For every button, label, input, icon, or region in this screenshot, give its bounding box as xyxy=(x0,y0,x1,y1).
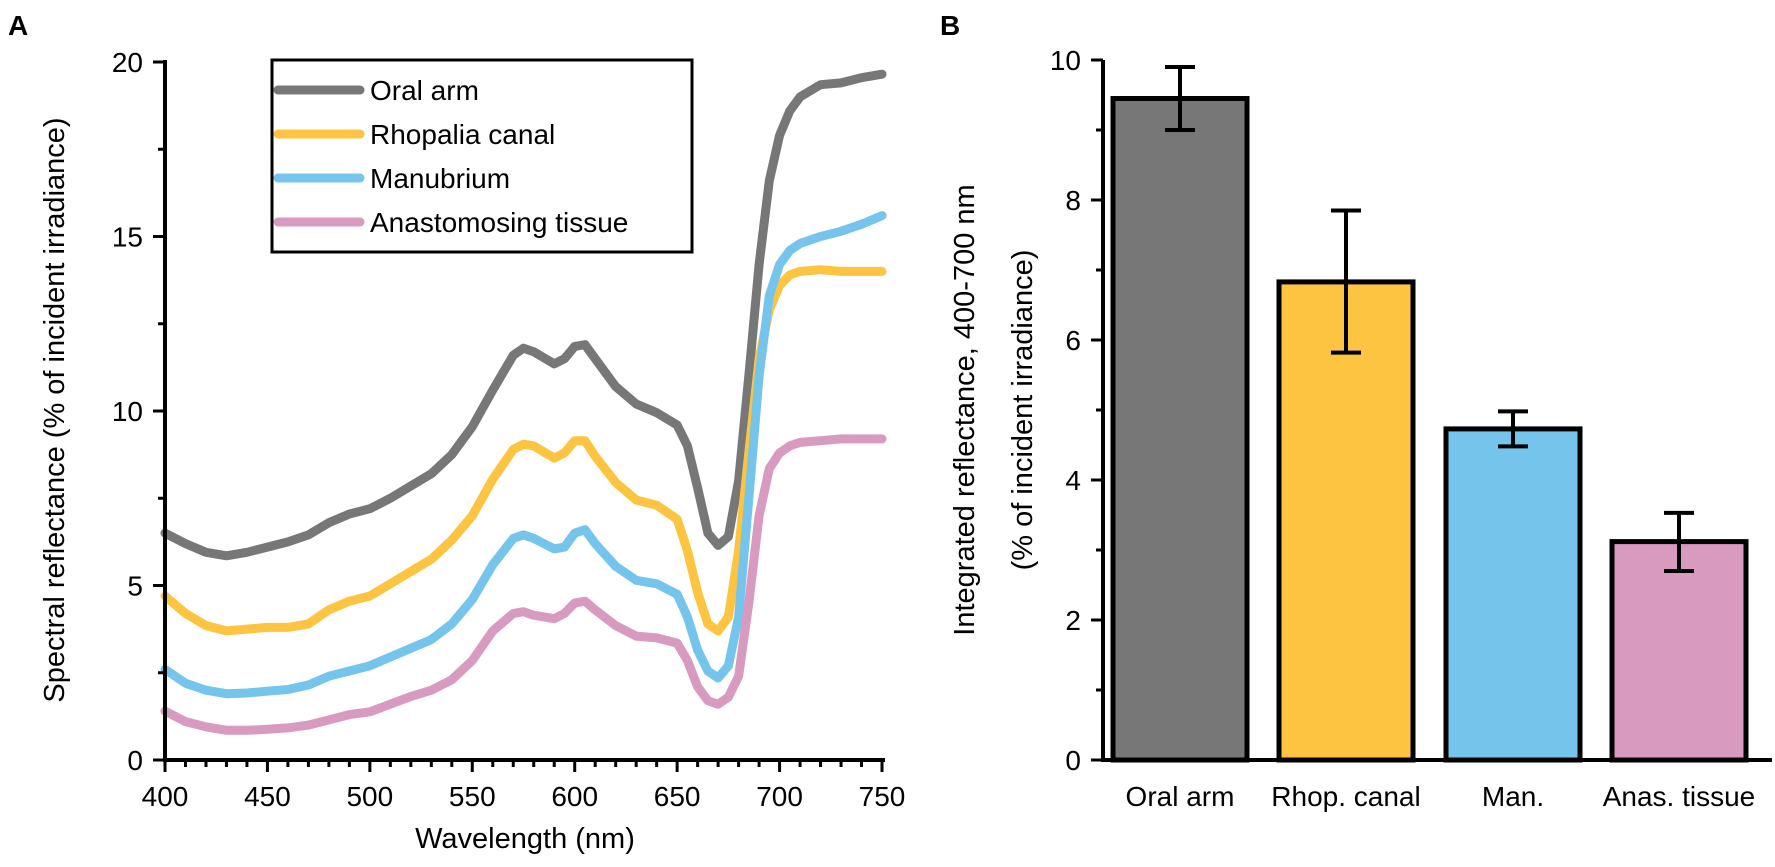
x-tick-label: 750 xyxy=(859,781,906,812)
series-line-0 xyxy=(160,69,887,561)
bar xyxy=(1609,539,1749,763)
x-tick-label: 500 xyxy=(346,781,393,812)
integrated-reflectance-chart: 0 2 4 6 8 10 Oral arm Rhop. canal Man. Anas. tis… xyxy=(949,45,1772,812)
series-lines xyxy=(160,69,887,735)
series-line-2 xyxy=(160,211,887,699)
legend-label: Manubrium xyxy=(370,163,510,194)
category-label: Oral arm xyxy=(1126,781,1235,812)
y-tick-label-b: 4 xyxy=(1065,465,1081,496)
y-tick-label-b: 0 xyxy=(1065,745,1081,776)
legend-label: Anastomosing tissue xyxy=(370,207,628,238)
y-tick-label: 10 xyxy=(112,396,143,427)
panel-a-label: A xyxy=(8,10,28,41)
y-tick-label-b: 6 xyxy=(1065,325,1081,356)
x-axis-title: Wavelength (nm) xyxy=(415,823,635,855)
y-axis-title: Spectral reflectance (% of incident irra… xyxy=(39,117,71,702)
category-labels: Oral arm Rhop. canal Man. Anas. tissue xyxy=(1126,781,1756,812)
legend-label: Rhopalia canal xyxy=(370,119,555,150)
panel-b-label: B xyxy=(940,10,960,41)
bar xyxy=(1443,426,1583,763)
category-label: Man. xyxy=(1482,781,1544,812)
x-tick-label: 550 xyxy=(449,781,496,812)
error-bars xyxy=(1165,65,1694,573)
y-tick-label: 0 xyxy=(127,745,143,776)
series-line-1 xyxy=(160,265,887,636)
legend: Oral arm Rhopalia canal Manubrium Anastomos… xyxy=(270,58,694,254)
x-tick-label: 700 xyxy=(756,781,803,812)
x-ticks-a: 400 450 500 550 600 650 700 750 xyxy=(142,760,906,812)
y-axis-subtitle-b: (% of incident irradiance) xyxy=(1007,250,1039,571)
bars xyxy=(1110,96,1749,763)
y-tick-label: 5 xyxy=(127,571,143,602)
y-tick-label: 15 xyxy=(112,222,143,253)
y-tick-label-b: 2 xyxy=(1065,605,1081,636)
spectral-reflectance-chart: 0 5 10 15 20 400 450 500 550 600 650 700 750 Wavele… xyxy=(39,47,905,855)
x-tick-label: 650 xyxy=(654,781,701,812)
x-tick-label: 400 xyxy=(142,781,189,812)
y-ticks-a: 0 5 10 15 20 xyxy=(112,47,165,776)
legend-label: Oral arm xyxy=(370,75,479,106)
y-axis-title-b: Integrated reflectance, 400-700 nm xyxy=(949,184,981,635)
y-ticks-b: 0 2 4 6 8 10 xyxy=(1050,45,1103,776)
y-tick-label: 20 xyxy=(112,47,143,78)
category-label: Rhop. canal xyxy=(1271,781,1420,812)
bar xyxy=(1110,96,1250,763)
x-tick-label: 600 xyxy=(551,781,598,812)
x-tick-label: 450 xyxy=(244,781,291,812)
series-line-3 xyxy=(160,434,887,735)
y-tick-label-b: 8 xyxy=(1065,185,1081,216)
y-tick-label-b: 10 xyxy=(1050,45,1081,76)
category-label: Anas. tissue xyxy=(1603,781,1756,812)
